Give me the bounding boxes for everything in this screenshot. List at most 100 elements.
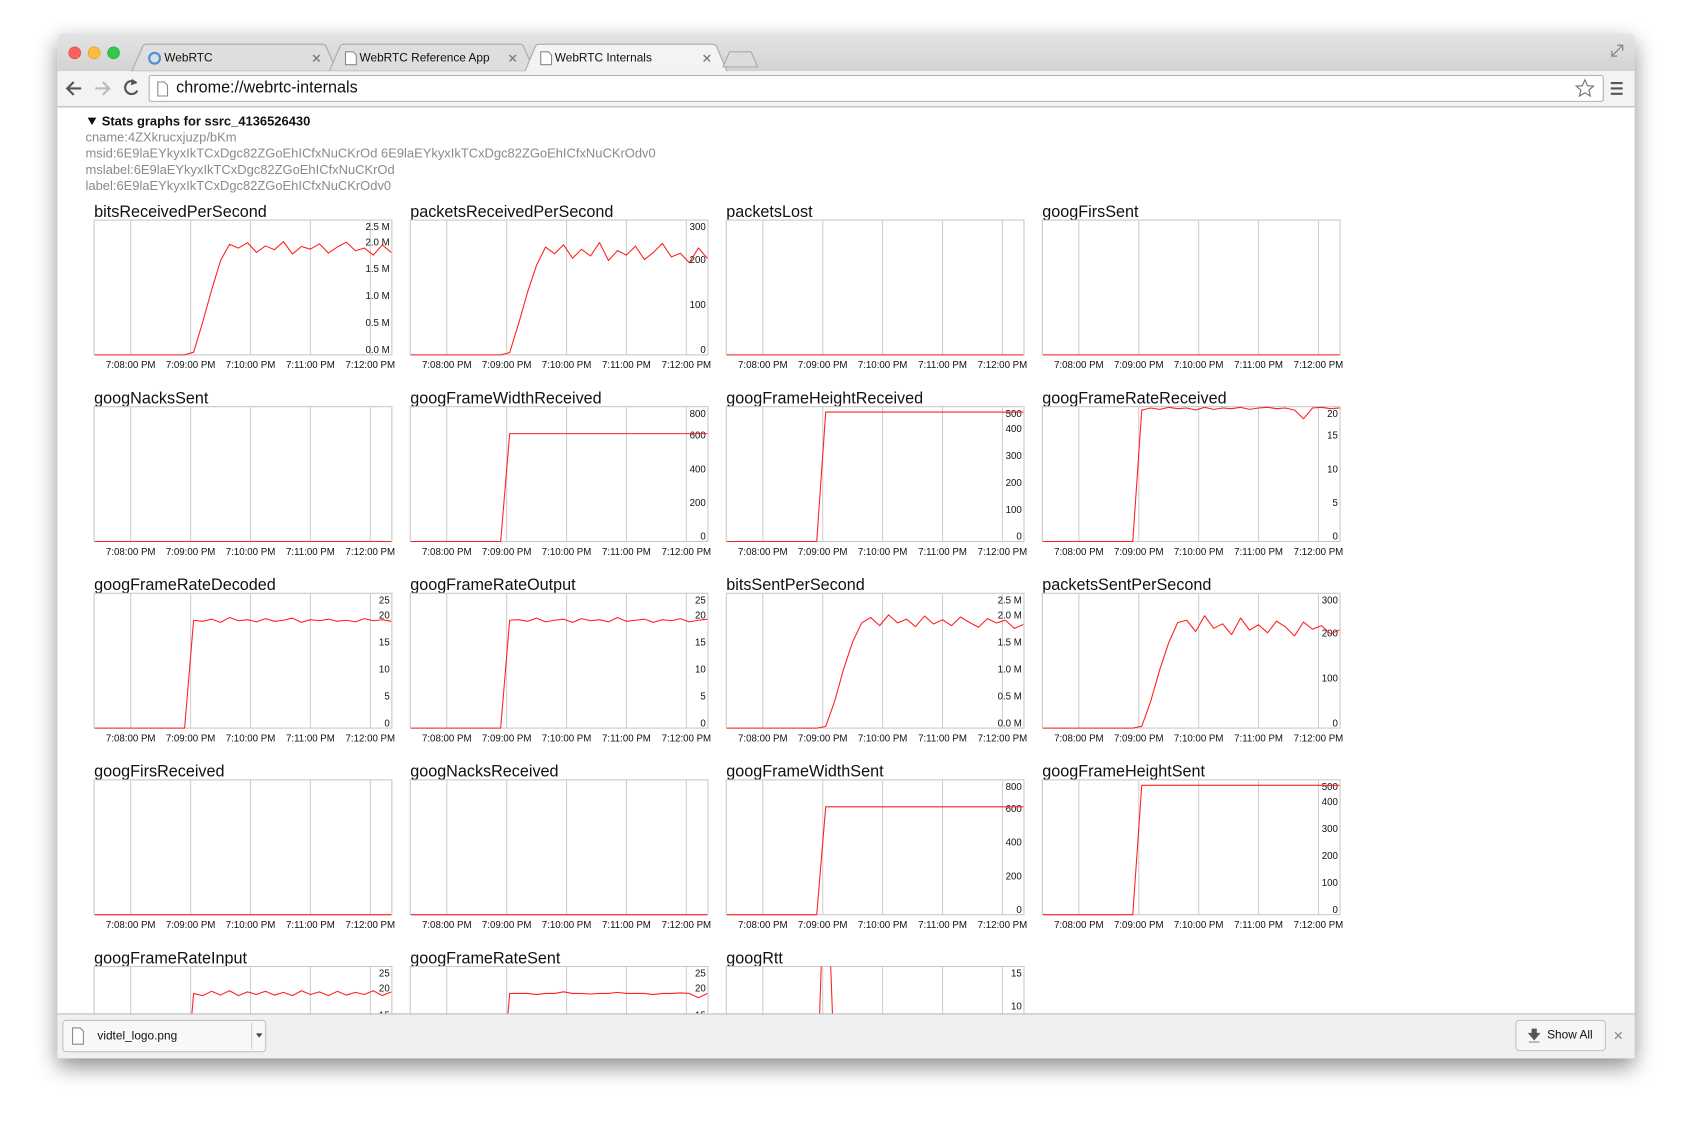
y-tick-label: 800	[1006, 782, 1023, 793]
active-tab[interactable]: WebRTC Internals	[523, 43, 729, 73]
y-tick-label: 0	[384, 718, 390, 729]
y-tick-label: 15	[379, 637, 390, 648]
stats-heading[interactable]: Stats graphs for ssrc_4136526430	[102, 113, 311, 128]
disclosure-triangle[interactable]	[87, 117, 97, 126]
x-tick-label: 7:10:00 PM	[1174, 733, 1224, 744]
y-tick-label: 300	[690, 222, 707, 233]
x-tick-label: 7:08:00 PM	[738, 733, 788, 744]
x-tick-label: 7:11:00 PM	[286, 547, 335, 558]
y-tick-label: 100	[1006, 505, 1023, 516]
y-tick-label: 10	[695, 664, 706, 675]
fullscreen-button[interactable]	[1611, 44, 1624, 57]
new-tab-button[interactable]	[722, 51, 759, 68]
x-tick-label: 7:12:00 PM	[662, 920, 712, 931]
close-window-button[interactable]	[68, 46, 82, 60]
stats-detail: cname:4ZXkrucxjuzp/bKm	[86, 129, 237, 144]
y-tick-label: 400	[1006, 424, 1023, 435]
stats-graph: packetsReceivedPerSecond 7:08:00 PM 7:09:0…	[409, 203, 711, 371]
x-tick-label: 7:11:00 PM	[286, 733, 335, 744]
download-icon	[1527, 1028, 1541, 1043]
x-tick-label: 7:08:00 PM	[1054, 920, 1104, 931]
y-tick-label: 25	[695, 969, 706, 980]
download-item[interactable]	[62, 1019, 267, 1053]
y-tick-label: 15	[1327, 431, 1338, 442]
x-tick-label: 7:09:00 PM	[798, 547, 848, 558]
plot-area	[725, 219, 1025, 356]
zoom-window-button[interactable]	[107, 46, 120, 60]
forward-button[interactable]	[95, 81, 111, 96]
favicon	[148, 51, 162, 65]
plot-area	[93, 965, 393, 1014]
menu-button[interactable]	[1610, 81, 1623, 95]
x-tick-label: 7:11:00 PM	[602, 733, 651, 744]
stats-graph: googFrameRateReceived 7:08:00 PM 7:09:00 P…	[1041, 389, 1343, 558]
y-tick-label: 200	[690, 255, 707, 266]
y-tick-label: 2.5 M	[998, 595, 1022, 606]
x-tick-label: 7:09:00 PM	[482, 547, 532, 558]
graph-title: packetsReceivedPerSecond	[410, 203, 613, 221]
y-tick-label: 0.0 M	[998, 718, 1022, 729]
x-tick-label: 7:09:00 PM	[1114, 547, 1164, 558]
plot-area	[725, 779, 1025, 916]
stats-graph: googRtt7:08:00 PM7:09:00 PM7:10:00 PM7:1…	[725, 949, 1025, 1014]
y-tick-label: 20	[379, 984, 390, 995]
omnibox[interactable]	[148, 74, 1604, 102]
data-line	[507, 991, 708, 1014]
data-line	[191, 990, 392, 1014]
graph-title: googFrameHeightSent	[1042, 763, 1205, 781]
x-tick-label: 7:12:00 PM	[662, 547, 712, 558]
x-tick-label: 7:10:00 PM	[858, 920, 908, 931]
back-button[interactable]	[65, 81, 82, 96]
plot-area	[409, 965, 709, 1014]
x-tick-label: 7:12:00 PM	[346, 547, 396, 558]
x-tick-label: 7:11:00 PM	[918, 547, 967, 558]
y-tick-label: 500	[1322, 782, 1339, 793]
x-tick-label: 7:11:00 PM	[1234, 360, 1283, 371]
plot-area	[1041, 219, 1341, 356]
show-all-button[interactable]	[1515, 1019, 1606, 1052]
favicon	[344, 51, 357, 66]
graph-title: bitsReceivedPerSecond	[94, 203, 267, 221]
close-download-bar[interactable]	[1614, 1031, 1623, 1040]
data-line	[410, 241, 708, 356]
x-tick-label: 7:10:00 PM	[1174, 360, 1224, 371]
tab[interactable]: WebRTC Reference App	[328, 43, 536, 72]
x-tick-label: 7:08:00 PM	[422, 733, 472, 744]
x-tick-label: 7:11:00 PM	[1234, 920, 1283, 931]
plot-area	[1041, 406, 1341, 543]
file-icon	[72, 1027, 84, 1045]
x-tick-label: 7:11:00 PM	[918, 920, 967, 931]
x-tick-label: 7:08:00 PM	[1054, 733, 1104, 744]
tab-close[interactable]	[508, 54, 517, 62]
y-tick-label: 0	[1332, 718, 1338, 729]
minimize-window-button[interactable]	[87, 46, 101, 60]
url: chrome://webrtc-internals	[176, 79, 358, 97]
y-tick-label: 2.5 M	[365, 222, 389, 233]
tab-close[interactable]	[312, 54, 321, 62]
y-tick-label: 300	[1006, 451, 1023, 462]
y-tick-label: 10	[1011, 1002, 1022, 1013]
tab-shape	[523, 43, 729, 73]
graph-title: googFirsReceived	[94, 763, 224, 781]
tab[interactable]: WebRTC	[131, 43, 338, 72]
x-tick-label: 7:10:00 PM	[858, 547, 908, 558]
x-tick-label: 7:10:00 PM	[226, 920, 276, 931]
reload-arrow	[130, 78, 138, 86]
stats-graph: googNacksReceived 7:08:00 PM 7:09:00 PM 7:1…	[409, 763, 712, 931]
graph-title: googFrameWidthReceived	[410, 389, 601, 407]
bookmark-star[interactable]	[1574, 78, 1596, 98]
x-tick-label: 7:08:00 PM	[738, 920, 788, 931]
x-tick-label: 7:08:00 PM	[1054, 547, 1104, 558]
download-menu-arrow[interactable]	[255, 1033, 263, 1038]
y-tick-label: 200	[1006, 871, 1023, 882]
page-icon	[157, 81, 169, 97]
y-tick-label: 20	[695, 984, 706, 995]
x-tick-label: 7:10:00 PM	[542, 360, 592, 371]
data-line	[1042, 784, 1340, 916]
tab-close[interactable]	[703, 54, 711, 62]
data-line	[1042, 406, 1340, 543]
x-tick-label: 7:11:00 PM	[602, 547, 651, 558]
x-tick-label: 7:10:00 PM	[226, 733, 276, 744]
